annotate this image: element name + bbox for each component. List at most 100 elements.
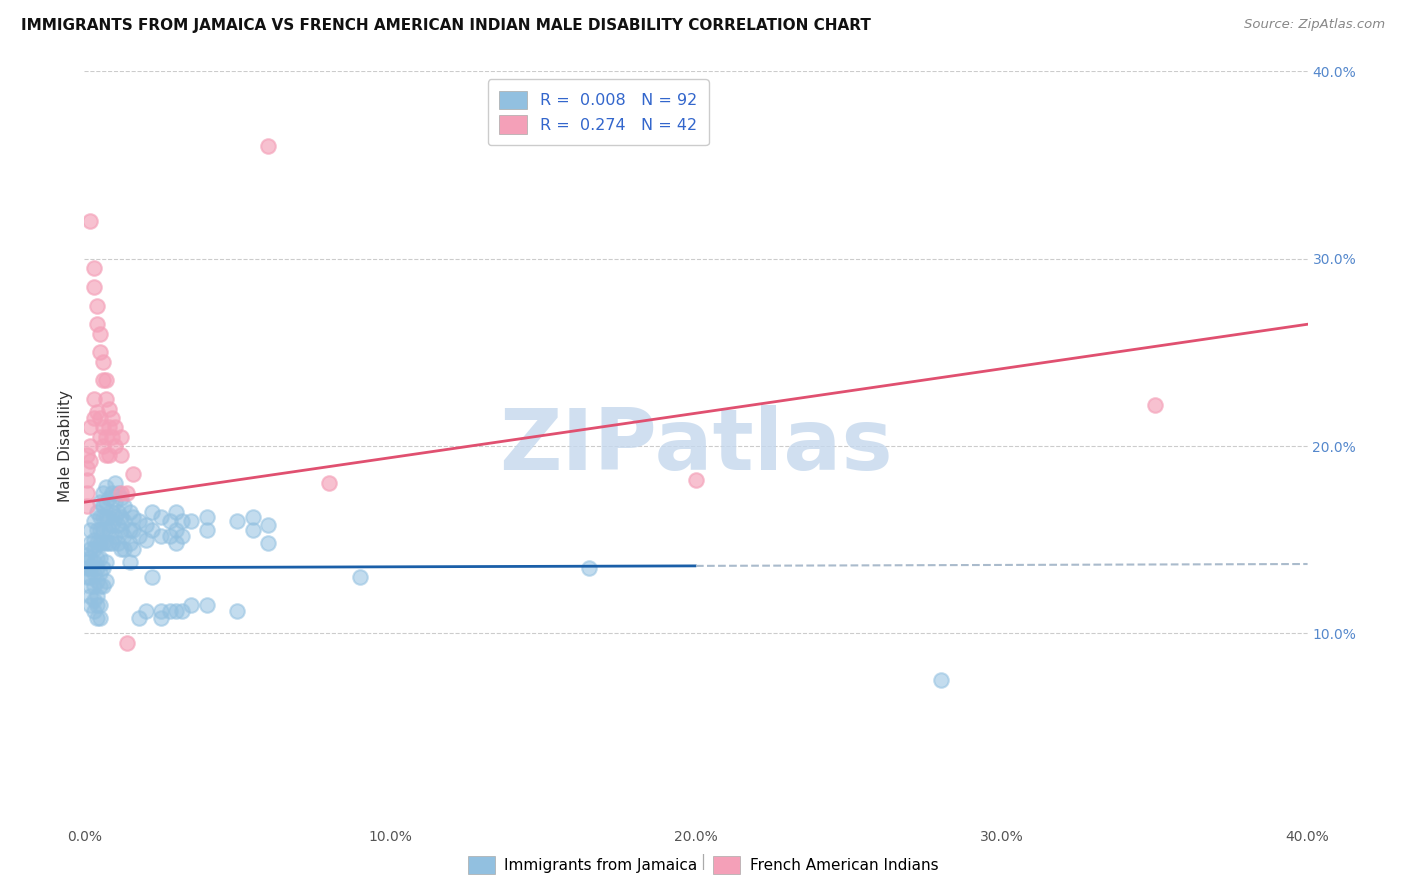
Point — [97, 510, 120, 524]
Point — [112, 514, 135, 528]
Point — [180, 514, 202, 528]
Point — [101, 486, 124, 500]
Point — [89, 566, 111, 581]
Point — [135, 604, 157, 618]
Point — [101, 505, 124, 519]
Point — [89, 524, 111, 538]
Point — [120, 524, 142, 538]
Point — [110, 542, 132, 557]
Legend: R =  0.008   N = 92, R =  0.274   N = 42: R = 0.008 N = 92, R = 0.274 N = 42 — [488, 79, 709, 145]
Point — [86, 536, 108, 550]
Point — [107, 517, 129, 532]
Point — [112, 529, 135, 543]
Point — [86, 574, 108, 588]
Point — [83, 514, 105, 528]
Point — [91, 439, 114, 453]
Point — [226, 604, 249, 618]
Point — [110, 491, 132, 506]
Point — [86, 298, 108, 313]
Point — [83, 411, 105, 425]
Point — [79, 420, 101, 434]
Point — [226, 514, 249, 528]
Point — [83, 261, 105, 276]
Point — [89, 430, 111, 444]
Point — [97, 524, 120, 538]
Point — [86, 589, 108, 603]
Point — [172, 514, 194, 528]
Legend: Immigrants from Jamaica, French American Indians: Immigrants from Jamaica, French American… — [461, 850, 945, 880]
Point — [242, 510, 264, 524]
Point — [110, 449, 132, 463]
Point — [107, 505, 129, 519]
Point — [97, 420, 120, 434]
Point — [929, 673, 952, 688]
Text: IMMIGRANTS FROM JAMAICA VS FRENCH AMERICAN INDIAN MALE DISABILITY CORRELATION CH: IMMIGRANTS FROM JAMAICA VS FRENCH AMERIC… — [21, 18, 870, 33]
Point — [94, 555, 117, 569]
Point — [141, 505, 163, 519]
Point — [91, 580, 114, 594]
Point — [83, 580, 105, 594]
Point — [83, 592, 105, 607]
Point — [120, 555, 142, 569]
Point — [165, 505, 187, 519]
Point — [79, 551, 101, 566]
Point — [120, 536, 142, 550]
Point — [135, 533, 157, 547]
Point — [76, 555, 98, 569]
Point — [86, 611, 108, 625]
Point — [79, 536, 101, 550]
Point — [94, 374, 117, 388]
Point — [165, 604, 187, 618]
Point — [83, 604, 105, 618]
Point — [257, 517, 280, 532]
Point — [257, 139, 280, 153]
Point — [76, 461, 98, 475]
Point — [83, 280, 105, 294]
Point — [104, 439, 127, 453]
Point — [122, 510, 145, 524]
Point — [120, 505, 142, 519]
Point — [195, 510, 218, 524]
Point — [79, 599, 101, 613]
Point — [112, 542, 135, 557]
Point — [122, 467, 145, 482]
Point — [91, 561, 114, 575]
Point — [349, 570, 371, 584]
Point — [79, 561, 101, 575]
Point — [94, 524, 117, 538]
Point — [76, 570, 98, 584]
Point — [91, 486, 114, 500]
Point — [89, 611, 111, 625]
Point — [94, 510, 117, 524]
Point — [104, 510, 127, 524]
Point — [104, 420, 127, 434]
Point — [159, 529, 181, 543]
Point — [141, 570, 163, 584]
Point — [110, 524, 132, 538]
Point — [1143, 398, 1166, 412]
Point — [79, 580, 101, 594]
Point — [115, 486, 138, 500]
Point — [94, 574, 117, 588]
Point — [149, 604, 172, 618]
Point — [112, 499, 135, 513]
Point — [76, 473, 98, 487]
Point — [149, 510, 172, 524]
Point — [165, 536, 187, 550]
Point — [94, 392, 117, 407]
Point — [97, 401, 120, 416]
Point — [86, 599, 108, 613]
Point — [104, 476, 127, 491]
Point — [318, 476, 340, 491]
Point — [101, 411, 124, 425]
Point — [159, 514, 181, 528]
Point — [195, 599, 218, 613]
Point — [257, 536, 280, 550]
Point — [101, 517, 124, 532]
Point — [89, 551, 111, 566]
Point — [159, 604, 181, 618]
Point — [79, 589, 101, 603]
Point — [110, 486, 132, 500]
Point — [97, 449, 120, 463]
Point — [110, 430, 132, 444]
